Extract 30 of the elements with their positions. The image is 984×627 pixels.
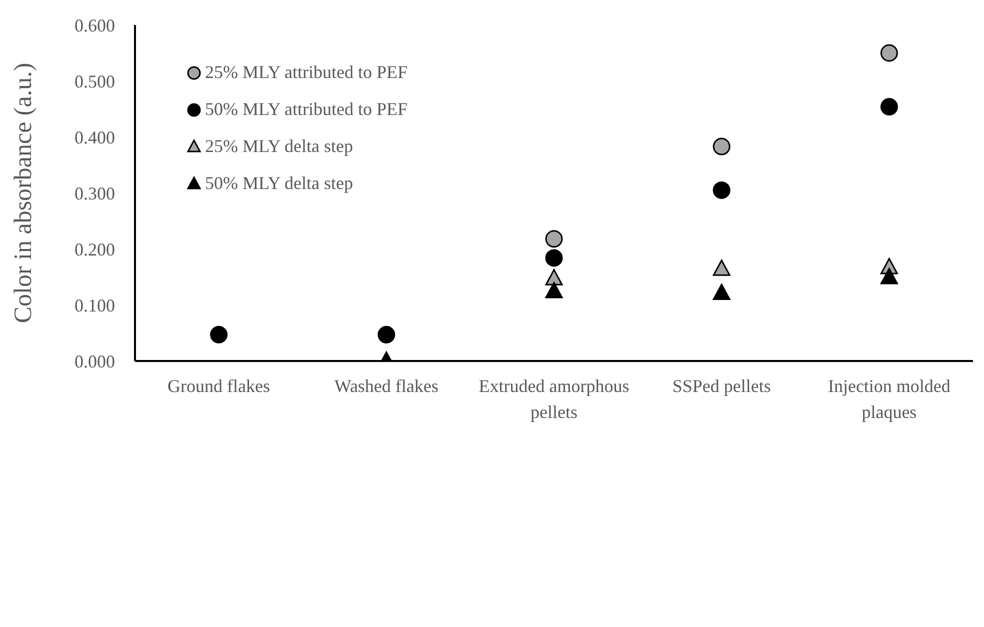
- point: [880, 98, 898, 116]
- y-tick-label: 0.200: [74, 239, 115, 260]
- legend-label: 50% MLY delta step: [205, 173, 353, 194]
- point: [712, 138, 730, 156]
- point: [712, 284, 730, 300]
- point: [712, 181, 730, 199]
- x-tick-label: Washed flakes: [334, 376, 438, 396]
- point: [712, 260, 730, 276]
- point: [545, 230, 563, 248]
- y-tick-label: 0.600: [74, 15, 115, 36]
- point: [378, 326, 396, 344]
- y-tick-label: 0.100: [74, 295, 115, 316]
- point: [545, 249, 563, 267]
- x-tick-label: SSPed pellets: [672, 376, 771, 396]
- y-axis-title: Color in absorbance (a.u.): [10, 62, 37, 324]
- point: [880, 44, 898, 62]
- point: [545, 269, 563, 286]
- x-tick-label: Ground flakes: [168, 376, 270, 396]
- y-tick-label: 0.400: [74, 127, 115, 148]
- y-tick-label: 0.300: [74, 183, 115, 204]
- legend-label: 25% MLY attributed to PEF: [205, 62, 408, 83]
- y-tick-label: 0.500: [74, 71, 115, 92]
- y-tick-label: 0.000: [74, 351, 115, 372]
- point: [880, 268, 898, 284]
- legend-label: 25% MLY delta step: [205, 136, 353, 157]
- point: [545, 282, 563, 298]
- legend-label: 50% MLY attributed to PEF: [205, 99, 408, 120]
- x-tick-label: Injection molded plaques: [828, 376, 950, 422]
- point: [210, 326, 228, 344]
- x-tick-label: Extruded amorphous pellets: [478, 376, 630, 422]
